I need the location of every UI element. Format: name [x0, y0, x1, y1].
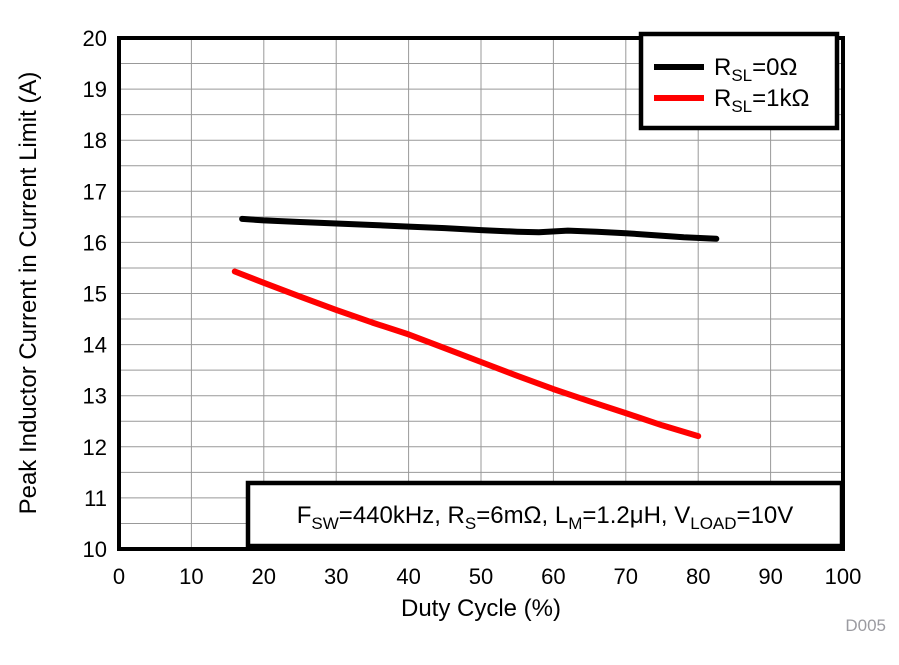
x-tick-label: 100: [825, 564, 862, 589]
y-tick-label: 17: [83, 179, 107, 204]
x-tick-label: 90: [758, 564, 782, 589]
y-tick-label: 12: [83, 435, 107, 460]
y-tick-labels: 10 11 12 13 14 15 16 17 18 19 20: [83, 26, 107, 562]
y-tick-label: 11: [84, 486, 107, 511]
gridlines: [119, 38, 843, 549]
y-tick-label: 16: [83, 230, 107, 255]
x-tick-label: 0: [113, 564, 125, 589]
legend-box-rect: [638, 31, 840, 131]
x-tick-label: 40: [396, 564, 420, 589]
y-tick-label: 14: [83, 333, 107, 358]
x-tick-label: 50: [469, 564, 493, 589]
x-tick-label: 10: [179, 564, 203, 589]
series-line-1: [231, 268, 702, 440]
series-line-0: [239, 215, 720, 242]
y-tick-label: 10: [83, 537, 107, 562]
annotation-text: FSW=440kHz, RS=6mΩ, LM=1.2μH, VLOAD=10V: [297, 502, 794, 533]
y-tick-label: 19: [83, 77, 107, 102]
y-tick-label: 15: [83, 282, 107, 307]
x-tick-label: 60: [541, 564, 565, 589]
y-axis-title: Peak Inductor Current in Current Limit (…: [15, 72, 42, 515]
x-tick-label: 80: [686, 564, 710, 589]
plot-border: [117, 36, 845, 551]
series-lines: [231, 215, 720, 440]
y-tick-label: 13: [83, 384, 107, 409]
annotation-box: FSW=440kHz, RS=6mΩ, LM=1.2μH, VLOAD=10V: [245, 480, 845, 549]
x-tick-label: 70: [614, 564, 638, 589]
x-tick-labels: 0 10 20 30 40 50 60 70 80 90 100: [113, 564, 861, 589]
legend-label-0: RSL=0Ω: [714, 54, 797, 85]
watermark-label: D005: [845, 616, 886, 635]
legend-label-1: RSL=1kΩ: [714, 85, 809, 116]
x-axis-title: Duty Cycle (%): [401, 595, 561, 622]
x-tick-label: 20: [252, 564, 276, 589]
y-tick-label: 20: [83, 26, 107, 51]
y-tick-label: 18: [83, 128, 107, 153]
x-tick-label: 30: [324, 564, 348, 589]
annotation-box-rect: [245, 480, 845, 549]
